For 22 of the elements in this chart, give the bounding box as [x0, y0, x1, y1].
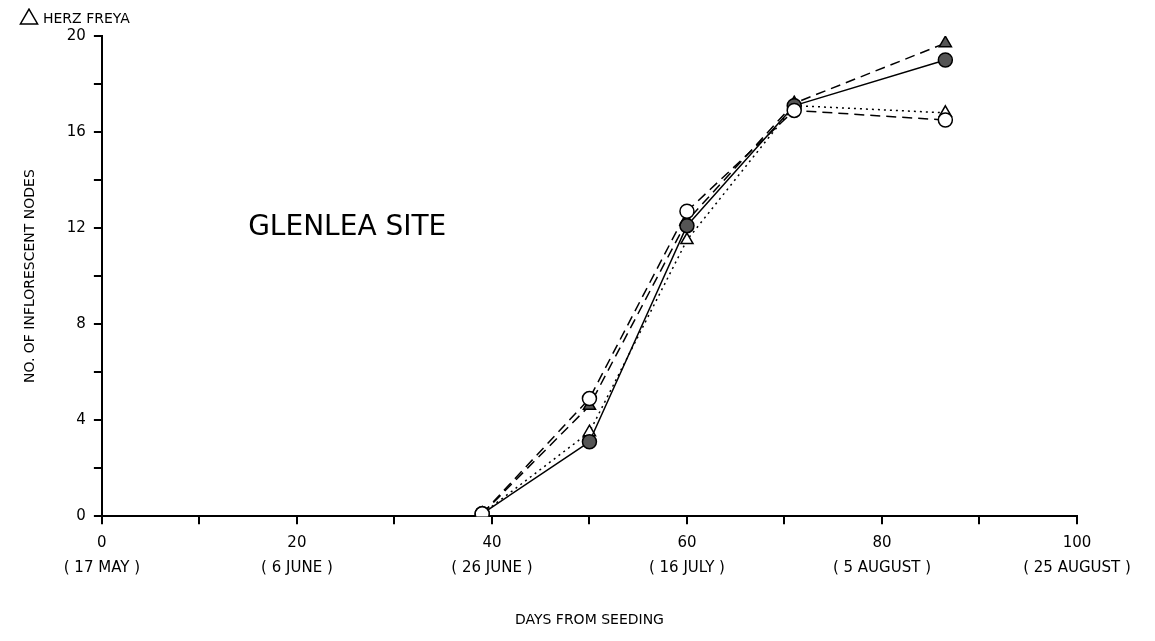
x-tick-label: 0	[97, 533, 107, 552]
y-tick-label: 8	[76, 314, 86, 333]
x-axis-title: DAYS FROM SEEDING	[514, 611, 664, 628]
y-tick-label: 0	[76, 506, 86, 525]
text: ( 5 AUGUST )	[832, 558, 932, 577]
text: ( 26 JUNE )	[451, 558, 533, 577]
y-tick-label: 12	[66, 217, 86, 236]
legend-label: HERZ FREYA	[43, 9, 131, 26]
x-tick-label: 40	[482, 533, 502, 552]
text: ( 17 MAY )	[63, 558, 141, 577]
y-tick-label: 20	[66, 25, 86, 44]
x-tick-label: 20	[287, 533, 307, 552]
y-tick-label: 4	[76, 410, 86, 429]
text: ( 25 AUGUST )	[1023, 558, 1131, 577]
x-tick-label: 100	[1062, 533, 1092, 552]
text: ( 6 JUNE )	[261, 558, 333, 577]
text: ( 16 JULY )	[648, 558, 725, 577]
y-axis-title: NO. OF INFLORESCENT NODES	[21, 169, 38, 384]
x-tick-label: 60	[677, 533, 697, 552]
x-tick-label: 80	[872, 533, 892, 552]
y-tick-label: 16	[66, 121, 86, 140]
annotation: GLENLEA SITE	[248, 209, 447, 243]
